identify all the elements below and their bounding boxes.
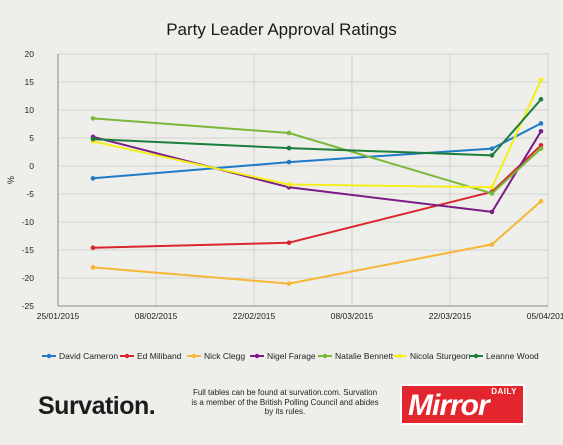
data-point xyxy=(286,159,292,165)
legend-label: Natalie Bennett xyxy=(335,351,394,361)
series-line xyxy=(92,200,542,285)
x-tick-label: 05/04/2015 xyxy=(527,311,563,321)
mirror-logo-main: Mirror xyxy=(408,389,490,422)
series-line xyxy=(92,98,542,157)
y-tick-label: -5 xyxy=(26,189,34,199)
data-point xyxy=(489,184,495,190)
data-point xyxy=(538,97,544,102)
y-tick-label: -10 xyxy=(22,217,35,227)
legend-label: Ed Miliband xyxy=(137,351,182,361)
survation-logo: Survation. xyxy=(38,392,156,420)
y-tick-label: -25 xyxy=(22,301,35,311)
y-tick-label: -15 xyxy=(22,245,35,255)
data-point xyxy=(286,281,292,286)
series-line xyxy=(92,117,542,195)
data-point xyxy=(489,153,495,158)
data-point xyxy=(90,245,96,251)
data-point xyxy=(90,265,96,270)
x-tick-label: 22/03/2015 xyxy=(429,311,472,321)
footer-note: Full tables can be found at survation.co… xyxy=(191,388,379,416)
daily-mirror-logo: DAILY Mirror xyxy=(400,384,525,425)
y-tick-label: -20 xyxy=(22,273,35,283)
x-tick-label: 08/03/2015 xyxy=(331,311,374,321)
data-point xyxy=(286,145,292,151)
data-point xyxy=(489,191,495,196)
legend-swatch-marker xyxy=(124,353,130,359)
data-point xyxy=(90,116,96,121)
y-tick-label: 15 xyxy=(25,77,35,87)
legend-label: David Cameron xyxy=(59,351,118,361)
data-point xyxy=(538,128,544,134)
data-point xyxy=(538,146,544,151)
y-tick-label: 20 xyxy=(25,49,35,59)
data-point xyxy=(286,182,292,187)
data-point xyxy=(90,136,96,142)
series-line xyxy=(92,79,542,189)
legend-label: Nicola Sturgeon xyxy=(410,351,471,361)
data-point xyxy=(286,130,292,136)
legend-swatch-marker xyxy=(191,353,197,359)
data-point xyxy=(489,209,495,215)
legend-label: Nigel Farage xyxy=(267,351,316,361)
series-line xyxy=(92,122,542,180)
chart-title: Party Leader Approval Ratings xyxy=(166,20,397,39)
data-point xyxy=(538,121,544,126)
mirror-logo-top: DAILY xyxy=(491,387,517,396)
data-point xyxy=(538,198,544,204)
y-tick-label: 10 xyxy=(25,105,35,115)
x-tick-label: 25/01/2015 xyxy=(37,311,80,321)
legend-swatch-marker xyxy=(254,353,260,359)
legend-swatch-marker xyxy=(473,353,479,359)
legend-swatch-marker xyxy=(322,353,328,359)
data-point xyxy=(489,242,495,247)
legend-label: Leanne Wood xyxy=(486,351,539,361)
series-line xyxy=(92,130,542,213)
data-point xyxy=(489,146,495,151)
x-tick-label: 22/02/2015 xyxy=(233,311,276,321)
data-point xyxy=(90,176,96,181)
data-point xyxy=(286,240,292,246)
legend-label: Nick Clegg xyxy=(204,351,245,361)
data-point xyxy=(538,77,544,83)
y-tick-label: 0 xyxy=(29,161,34,171)
y-axis-label: % xyxy=(6,176,16,184)
legend-swatch-marker xyxy=(46,353,52,359)
data-point xyxy=(538,142,544,148)
legend-swatch-marker xyxy=(397,353,403,359)
y-tick-label: 5 xyxy=(29,133,34,143)
series-line xyxy=(92,144,542,249)
x-tick-label: 08/02/2015 xyxy=(135,311,178,321)
